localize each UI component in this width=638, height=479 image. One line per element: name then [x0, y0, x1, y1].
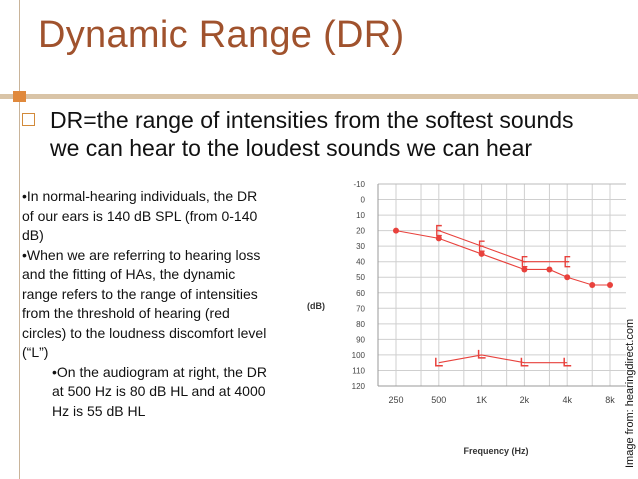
ldl-l-marker [563, 357, 572, 367]
audiogram-chart: -10 0 10 20 30 40 50 60 70 80 90 100 110 120 250 500 1K… [283, 170, 628, 475]
x-tick-label: 4k [562, 395, 572, 405]
y-tick-label: 60 [356, 289, 365, 298]
note-hearing-loss: •When we are referring to hearing loss a… [22, 246, 267, 361]
threshold-circle [521, 266, 528, 273]
y-tick-label: 40 [356, 258, 365, 267]
y-tick-label: 0 [361, 196, 366, 205]
note-audiogram: •On the audiogram at right, the DR at 50… [52, 363, 268, 419]
y-tick-label: 120 [352, 382, 366, 391]
image-credit: Image from: hearingdirect.com [624, 318, 636, 468]
threshold-circle [564, 274, 571, 281]
threshold-circle [393, 227, 399, 234]
x-tick-label: 8k [605, 395, 615, 405]
threshold-circle [607, 282, 613, 288]
note-normal-hearing: •In normal-hearing individuals, the DR o… [22, 188, 258, 243]
x-tick-labels: 250 500 1K 2k 4k 8k [388, 395, 615, 405]
y-tick-label: 30 [356, 242, 365, 251]
x-tick-label: 500 [431, 395, 446, 405]
divider-bar [26, 94, 638, 99]
ldl-l-marker [435, 357, 443, 367]
bullet-box-icon [22, 113, 35, 126]
x-tick-label: 2k [520, 395, 530, 405]
y-tick-label: 70 [356, 304, 365, 313]
y-tick-label: 90 [356, 335, 365, 344]
y-tick-label: 80 [356, 320, 365, 329]
y-tick-label: 20 [356, 227, 365, 236]
series-line-L [438, 354, 568, 364]
slide-title: Dynamic Range (DR) [38, 14, 405, 56]
threshold-circle [435, 235, 442, 242]
x-tick-label: 1K [476, 395, 487, 405]
series-lines [395, 230, 610, 364]
y-tick-label: 10 [356, 211, 365, 220]
x-axis-label: Frequency (Hz) [463, 446, 528, 456]
divider-left [0, 94, 13, 99]
y-tick-labels: -10 0 10 20 30 40 50 60 70 80 90 100 110 120 [352, 180, 366, 391]
series-markers [393, 224, 613, 367]
y-tick-label: 50 [356, 273, 365, 282]
main-bullet-text: DR=the range of intensities from the sof… [50, 107, 574, 161]
side-notes: •In normal-hearing individuals, the DR o… [22, 187, 272, 421]
y-axis-label: (dB) [307, 301, 325, 311]
ldl-l-marker [520, 357, 529, 367]
accent-square [13, 91, 26, 102]
chart-background [283, 170, 628, 475]
left-rule [19, 0, 20, 479]
y-tick-label: 100 [352, 351, 366, 360]
series-line-bracket-left [438, 230, 568, 263]
threshold-circle [478, 250, 485, 257]
ldl-l-marker [477, 349, 486, 359]
threshold-circle [589, 282, 596, 288]
bracket-marker [436, 224, 442, 237]
y-tick-label: -10 [353, 180, 365, 189]
threshold-circle [546, 266, 553, 273]
y-tick-label: 110 [352, 366, 365, 375]
x-tick-label: 250 [388, 395, 403, 405]
series-line-circle [395, 230, 610, 286]
